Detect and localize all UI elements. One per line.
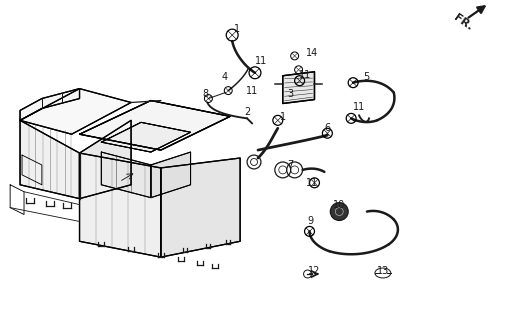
Polygon shape <box>20 89 79 120</box>
Text: 1: 1 <box>234 24 240 34</box>
Polygon shape <box>283 72 315 103</box>
Text: 8: 8 <box>203 89 209 99</box>
Text: 5: 5 <box>363 72 369 82</box>
Text: 13: 13 <box>377 266 389 276</box>
Polygon shape <box>20 89 131 134</box>
Polygon shape <box>101 122 190 152</box>
Text: 2: 2 <box>244 108 250 117</box>
Text: 4: 4 <box>221 72 228 82</box>
Polygon shape <box>79 100 230 150</box>
Circle shape <box>330 203 348 220</box>
Text: 11: 11 <box>255 56 267 66</box>
Text: 1: 1 <box>279 112 286 122</box>
Text: FR.: FR. <box>453 12 475 32</box>
Polygon shape <box>79 153 161 257</box>
Text: 3: 3 <box>288 89 294 99</box>
Polygon shape <box>101 152 151 198</box>
Polygon shape <box>79 120 131 199</box>
Polygon shape <box>20 120 79 199</box>
Text: 6: 6 <box>324 123 330 133</box>
Text: 9: 9 <box>307 216 314 227</box>
Text: 14: 14 <box>306 48 319 58</box>
Text: 11: 11 <box>306 178 319 188</box>
Text: 7: 7 <box>288 160 294 170</box>
Text: 11: 11 <box>353 102 365 112</box>
Polygon shape <box>161 158 240 257</box>
Text: 11: 11 <box>299 70 312 80</box>
Text: 11: 11 <box>246 86 258 96</box>
Text: 10: 10 <box>333 200 346 210</box>
Text: 12: 12 <box>308 266 321 276</box>
Polygon shape <box>151 152 190 198</box>
